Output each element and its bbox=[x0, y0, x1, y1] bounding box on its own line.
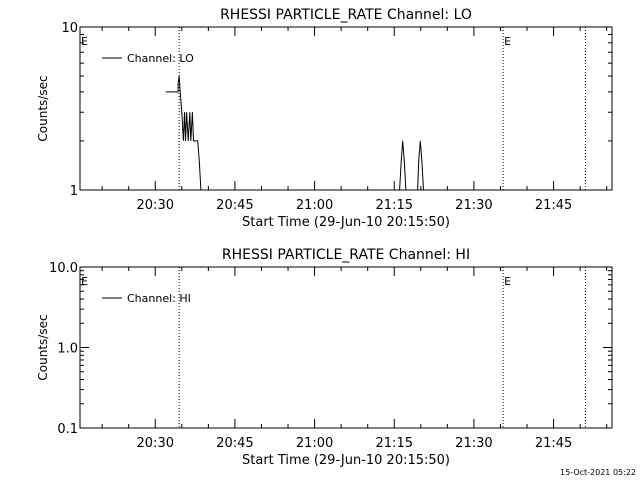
chart2-x-tick-label: 21:00 bbox=[296, 436, 333, 451]
chart2-event-marker-label: E bbox=[504, 275, 511, 288]
chart1-x-tick-label: 21:45 bbox=[535, 198, 572, 213]
chart1-title: RHESSI PARTICLE_RATE Channel: LO bbox=[220, 7, 472, 23]
footer-timestamp: 15-Oct-2021 05:22 bbox=[560, 468, 636, 477]
chart2-x-tick-label: 20:45 bbox=[216, 436, 253, 451]
chart2-x-axis-label: Start Time (29-Jun-10 20:15:50) bbox=[242, 453, 450, 468]
chart1-x-tick-label: 20:30 bbox=[137, 198, 174, 213]
chart1-series-line bbox=[165, 76, 424, 191]
chart2-x-tick-label: 20:30 bbox=[137, 436, 174, 451]
chart2-legend-label: Channel: HI bbox=[127, 292, 191, 305]
chart1-x-tick-label: 20:45 bbox=[216, 198, 253, 213]
chart2-y-tick-label: 10.0 bbox=[49, 261, 78, 276]
chart1-y-tick-label: 10 bbox=[61, 21, 78, 36]
chart2-y-tick-label: 0.1 bbox=[57, 422, 78, 437]
chart2-x-tick-label: 21:15 bbox=[376, 436, 413, 451]
chart1-x-axis-label: Start Time (29-Jun-10 20:15:50) bbox=[242, 215, 450, 230]
chart1-y-tick-label: 1 bbox=[70, 184, 78, 199]
chart2-title: RHESSI PARTICLE_RATE Channel: HI bbox=[222, 247, 470, 263]
chart1-x-tick-label: 21:15 bbox=[376, 198, 413, 213]
chart1-y-axis-label: Counts/sec bbox=[36, 75, 50, 141]
chart1-x-tick-label: 21:00 bbox=[296, 198, 333, 213]
chart2-y-axis-label: Counts/sec bbox=[36, 314, 50, 380]
chart2-x-tick-label: 21:30 bbox=[455, 436, 492, 451]
chart1-event-marker-label: E bbox=[81, 35, 88, 48]
chart1-x-tick-label: 21:30 bbox=[455, 198, 492, 213]
chart1-legend-label: Channel: LO bbox=[127, 52, 194, 65]
chart2-y-tick-label: 1.0 bbox=[57, 342, 78, 357]
chart1-event-marker-label: E bbox=[504, 35, 511, 48]
chart2-event-marker-label: E bbox=[81, 275, 88, 288]
chart2-x-tick-label: 21:45 bbox=[535, 436, 572, 451]
